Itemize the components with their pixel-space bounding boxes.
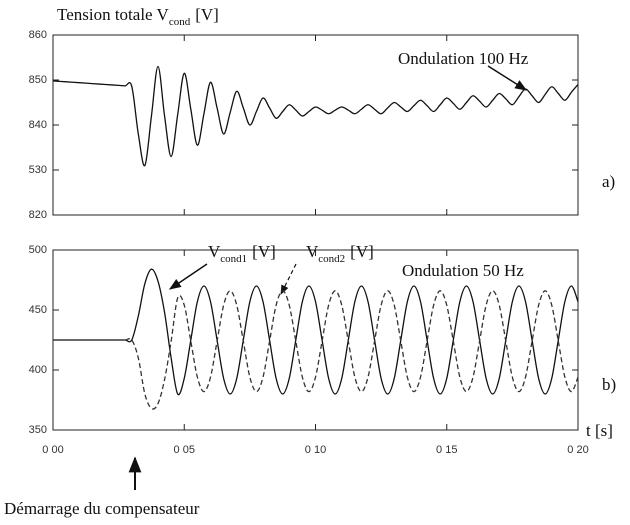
series-label-part: V bbox=[306, 242, 319, 261]
y-tick-label: 850 bbox=[29, 74, 47, 86]
x-tick-label: 0 05 bbox=[174, 444, 195, 456]
series-label-part: V bbox=[208, 242, 221, 261]
y-tick-label: 530 bbox=[29, 164, 47, 176]
series-label: Vcond2 [V] bbox=[306, 242, 374, 265]
series-line bbox=[52, 65, 579, 167]
y-tick-label: 400 bbox=[29, 364, 47, 376]
y-tick-label: 820 bbox=[29, 209, 47, 221]
y-tick-label: 450 bbox=[29, 304, 47, 316]
series-label-part: [V] bbox=[350, 242, 374, 261]
x-tick-label: 0 15 bbox=[436, 444, 457, 456]
y-tick-label: 840 bbox=[29, 119, 47, 131]
y-tick-label: 350 bbox=[29, 424, 47, 436]
annotation: Démarrage du compensateur bbox=[4, 499, 200, 518]
series-label-part: [V] bbox=[252, 242, 276, 261]
y-tick-label: 500 bbox=[29, 244, 47, 256]
panel-label: b) bbox=[602, 375, 616, 394]
series-label: Vcond1 [V] bbox=[208, 242, 276, 265]
arrow bbox=[487, 65, 528, 91]
x-tick-label: 0 10 bbox=[305, 444, 326, 456]
panel-label: a) bbox=[602, 172, 615, 191]
series-label-part: cond1 bbox=[220, 253, 247, 265]
series-label-part: cond2 bbox=[318, 253, 345, 265]
chart-title: Tension totale Vcond [V] bbox=[57, 5, 219, 28]
chart-title-part: [V] bbox=[195, 5, 219, 24]
arrow bbox=[280, 263, 297, 295]
annotation: Ondulation 50 Hz bbox=[402, 261, 524, 280]
x-axis-label: t [s] bbox=[586, 421, 613, 440]
series-line bbox=[53, 268, 579, 396]
series-line bbox=[53, 290, 579, 410]
chart-title-part: cond bbox=[169, 16, 191, 28]
arrow bbox=[169, 263, 208, 290]
x-tick-label: 0 00 bbox=[42, 444, 63, 456]
chart-title-part: Tension totale V bbox=[57, 5, 170, 24]
x-tick-label: 0 20 bbox=[567, 444, 588, 456]
annotation: Ondulation 100 Hz bbox=[398, 49, 529, 68]
y-tick-label: 860 bbox=[29, 29, 47, 41]
